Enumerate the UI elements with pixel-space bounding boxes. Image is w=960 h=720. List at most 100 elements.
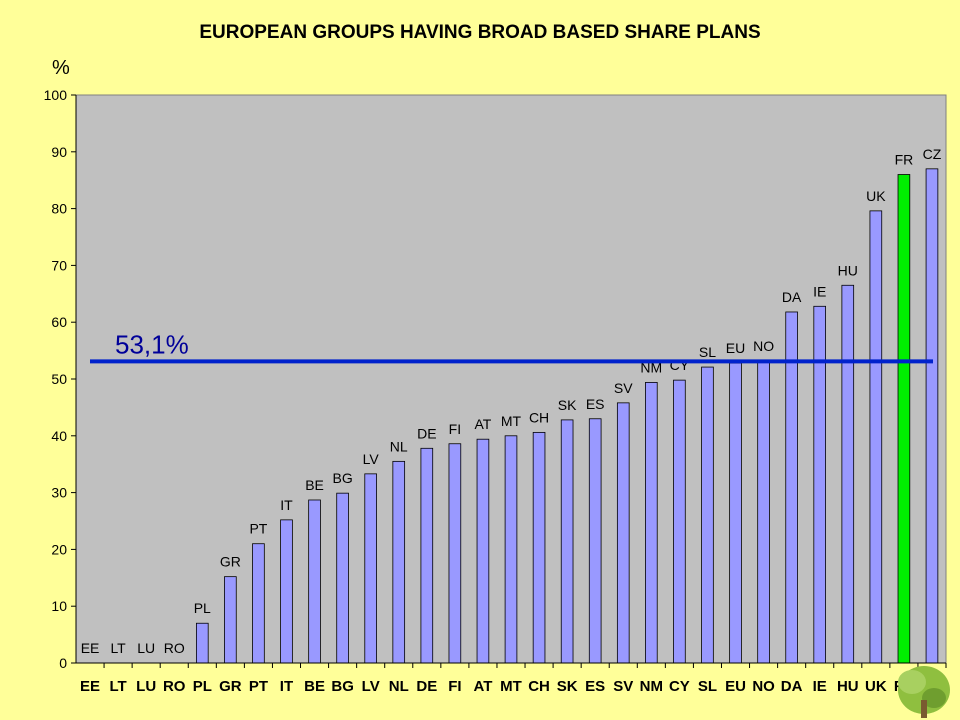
x-tick-label: CH — [528, 678, 550, 695]
bar — [504, 435, 518, 664]
bar-label: CZ — [923, 146, 942, 162]
y-tick-label: 50 — [51, 371, 67, 387]
bar-label: MT — [501, 413, 522, 429]
x-tick-label: NO — [752, 678, 775, 695]
y-tick-label: 30 — [51, 485, 67, 501]
bar-label: LT — [110, 640, 126, 656]
chart-title: EUROPEAN GROUPS HAVING BROAD BASED SHARE… — [199, 22, 761, 43]
bar-label: EU — [726, 340, 745, 356]
x-tick-label: BG — [331, 678, 354, 695]
bar-label: SK — [558, 397, 577, 413]
bar — [729, 362, 742, 664]
x-tick-label: LT — [109, 678, 126, 695]
bar — [841, 284, 855, 664]
tree-logo-icon — [898, 666, 950, 718]
bar-labels: EE LT LU RO PL GR PT IT BE BG LV NL DE FI AT MT CH SK ES SV… — [81, 146, 942, 656]
bar-label: CH — [529, 409, 549, 425]
y-tick-label: 90 — [51, 144, 67, 160]
bar-label: GR — [220, 554, 241, 570]
bar — [392, 460, 406, 664]
y-axis-unit-label: % — [52, 57, 70, 79]
bar — [252, 543, 265, 664]
bar — [308, 499, 321, 664]
bar — [280, 519, 293, 664]
bar-label: SL — [699, 344, 716, 360]
bar-label: SV — [614, 380, 633, 396]
x-axis: EE LT LU RO PL GR PT IT BE BG LV NL DE FI AT MT CH SK ES SV… — [76, 662, 947, 695]
bar-label: IE — [813, 283, 826, 299]
x-tick-label: EE — [80, 678, 100, 695]
bar-label: FR — [895, 152, 914, 168]
reference-line-label: 53,1% — [115, 329, 189, 359]
x-tick-label: LV — [362, 678, 380, 695]
bar-label: NM — [640, 359, 662, 375]
bar-label: LV — [363, 451, 380, 467]
bar-label: NO — [753, 338, 774, 354]
x-tick-label: CY — [669, 678, 690, 695]
bar-label: RO — [164, 640, 185, 656]
y-tick-label: 10 — [51, 598, 67, 614]
y-tick-label: 0 — [59, 655, 67, 671]
bar — [364, 473, 377, 664]
bar-label: AT — [475, 416, 492, 432]
bar — [560, 419, 574, 664]
y-axis: 0 10 20 30 40 50 60 70 80 90 100 — [44, 87, 77, 671]
y-tick-label: 60 — [51, 314, 67, 330]
bar — [673, 379, 686, 664]
bar — [420, 447, 434, 664]
x-tick-label: SL — [698, 678, 717, 695]
bar — [757, 360, 770, 664]
bar — [476, 438, 490, 664]
x-tick-label: IE — [813, 678, 827, 695]
bar-label: ES — [586, 396, 605, 412]
y-tick-label: 70 — [51, 257, 67, 273]
bar — [616, 402, 630, 664]
x-tick-label: AT — [473, 678, 492, 695]
x-tick-label: ES — [585, 678, 605, 695]
y-tick-label: 40 — [51, 428, 67, 444]
x-tick-label: UK — [865, 678, 887, 695]
x-tick-label: PT — [249, 678, 268, 695]
bar-label: BE — [305, 477, 324, 493]
bar — [897, 174, 911, 664]
bar-label: FI — [449, 421, 461, 437]
x-tick-label: SV — [613, 678, 633, 695]
bar — [224, 576, 237, 664]
x-tick-label: SK — [557, 678, 578, 695]
bar — [785, 311, 798, 664]
x-tick-label: NM — [640, 678, 663, 695]
bar-label: NL — [390, 438, 408, 454]
bar-label: PL — [194, 600, 211, 616]
x-tick-label: PL — [193, 678, 212, 695]
x-tick-label: DE — [416, 678, 437, 695]
bar-label: PT — [249, 521, 267, 537]
x-tick-label: LU — [136, 678, 156, 695]
x-tick-label: IT — [280, 678, 293, 695]
x-tick-label: HU — [837, 678, 859, 695]
bar-label: UK — [866, 188, 886, 204]
y-tick-label: 100 — [44, 87, 68, 103]
reference-line: 53,1% — [90, 329, 933, 364]
x-tick-label: GR — [219, 678, 242, 695]
bar — [195, 622, 209, 664]
x-tick-label: NL — [389, 678, 409, 695]
bar — [336, 492, 349, 664]
x-tick-label: MT — [500, 678, 522, 695]
bar — [645, 382, 658, 664]
bar — [869, 210, 883, 664]
bar-label: IT — [280, 497, 293, 513]
bar — [532, 431, 546, 664]
y-tick-label: 80 — [51, 201, 67, 217]
bar — [448, 443, 462, 664]
bar — [701, 366, 714, 664]
bar-label: HU — [838, 262, 858, 278]
bar — [925, 168, 939, 664]
x-tick-label: FI — [448, 678, 461, 695]
bar-label: EE — [81, 640, 100, 656]
y-tick-label: 20 — [51, 541, 67, 557]
x-tick-label: RO — [163, 678, 186, 695]
bar-label: BG — [332, 470, 352, 486]
x-tick-label: DA — [781, 678, 803, 695]
bar-label: DE — [417, 425, 436, 441]
